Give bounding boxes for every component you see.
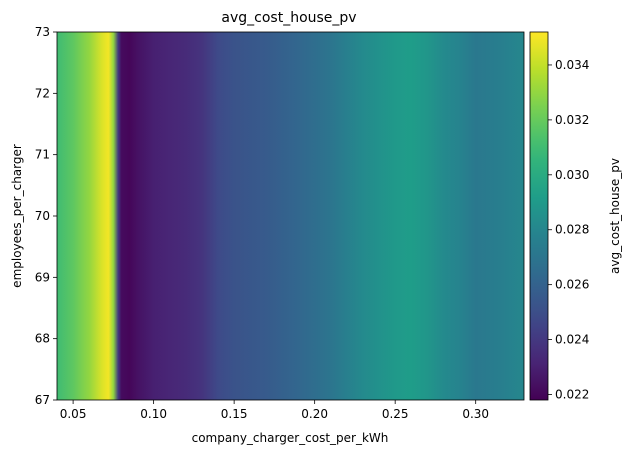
x-tick-label: 0.15 bbox=[221, 407, 248, 421]
colorbar-ticks: 0.022 0.024 0.026 0.028 0.030 0.032 0.034 bbox=[548, 58, 589, 402]
y-tick-label: 68 bbox=[35, 332, 50, 346]
colorbar-tick-label: 0.034 bbox=[555, 58, 589, 72]
chart-title: avg_cost_house_pv bbox=[221, 10, 356, 26]
y-axis-label: employees_per_charger bbox=[10, 144, 24, 288]
colorbar-tick-label: 0.026 bbox=[555, 278, 589, 292]
y-axis-ticks: 67 68 69 70 71 72 73 bbox=[35, 25, 57, 407]
x-axis-label: company_charger_cost_per_kWh bbox=[192, 431, 389, 445]
x-axis-ticks: 0.05 0.10 0.15 0.20 0.25 0.30 bbox=[60, 400, 489, 421]
colorbar-tick-label: 0.022 bbox=[555, 388, 589, 402]
colorbar-tick-label: 0.024 bbox=[555, 333, 589, 347]
y-tick-label: 70 bbox=[35, 209, 50, 223]
colorbar-tick-label: 0.030 bbox=[555, 168, 589, 182]
x-tick-label: 0.30 bbox=[462, 407, 489, 421]
colorbar-tick-label: 0.032 bbox=[555, 113, 589, 127]
heatmap-area bbox=[57, 32, 524, 400]
colorbar-label: avg_cost_house_pv bbox=[608, 158, 622, 274]
y-tick-label: 73 bbox=[35, 25, 50, 39]
colorbar-tick-label: 0.028 bbox=[555, 223, 589, 237]
x-tick-label: 0.10 bbox=[140, 407, 167, 421]
colorbar bbox=[530, 32, 548, 400]
y-tick-label: 72 bbox=[35, 86, 50, 100]
x-tick-label: 0.25 bbox=[382, 407, 409, 421]
y-tick-label: 67 bbox=[35, 393, 50, 407]
x-tick-label: 0.20 bbox=[301, 407, 328, 421]
colorbar-frame bbox=[529, 31, 549, 401]
x-tick-label: 0.05 bbox=[60, 407, 87, 421]
y-tick-label: 69 bbox=[35, 270, 50, 284]
y-tick-label: 71 bbox=[35, 148, 50, 162]
